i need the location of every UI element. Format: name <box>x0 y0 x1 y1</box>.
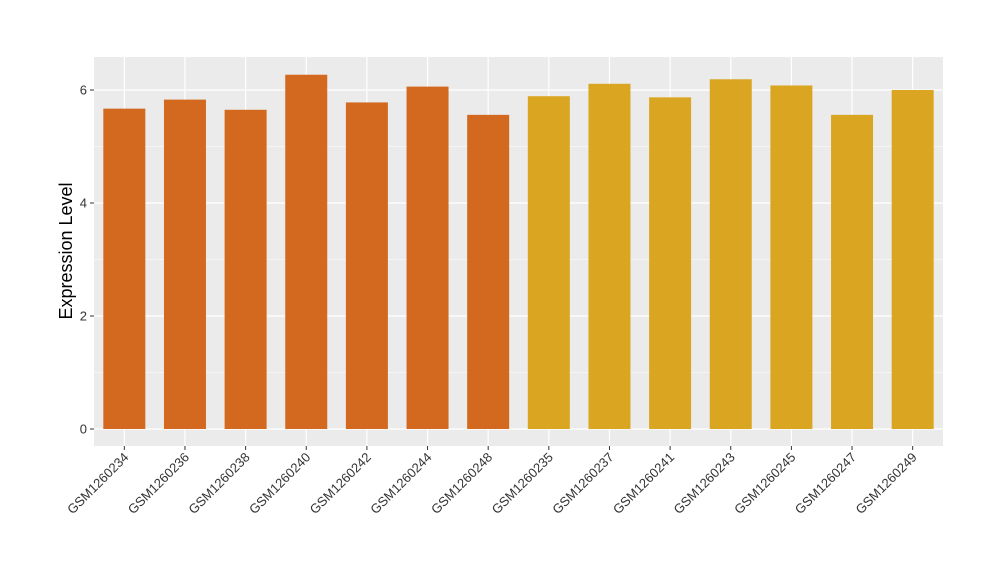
y-tick-label: 2 <box>80 309 87 324</box>
bar <box>163 99 206 429</box>
x-tick-label: GSM1260238 <box>185 450 252 517</box>
plot-panel <box>94 57 943 446</box>
y-tick-label: 0 <box>80 422 87 437</box>
y-tick-label: 6 <box>80 83 87 98</box>
bar <box>831 114 874 430</box>
bar <box>406 86 449 430</box>
x-tick-label: GSM1260241 <box>610 450 677 517</box>
bar <box>527 96 570 429</box>
bar <box>467 114 510 430</box>
x-tick-label: GSM1260247 <box>792 450 859 517</box>
x-tick-label: GSM1260242 <box>307 450 374 517</box>
bar <box>588 83 631 429</box>
x-tick-label: GSM1260249 <box>852 450 919 517</box>
bar <box>649 97 692 429</box>
x-tick-label: GSM1260236 <box>125 450 192 517</box>
x-tick-label: GSM1260235 <box>489 450 556 517</box>
x-tick-label: GSM1260237 <box>549 450 616 517</box>
y-axis-title: Expression Level <box>56 182 76 319</box>
bar <box>770 85 813 429</box>
x-tick-label: GSM1260248 <box>428 450 495 517</box>
bar <box>103 108 146 430</box>
x-tick-label: GSM1260240 <box>246 450 313 517</box>
x-tick-label: GSM1260234 <box>64 450 131 517</box>
x-axis: GSM1260234GSM1260236GSM1260238GSM1260240… <box>64 446 920 517</box>
bar <box>891 90 934 429</box>
y-tick-label: 4 <box>80 196 87 211</box>
x-tick-label: GSM1260244 <box>367 450 434 517</box>
x-tick-label: GSM1260245 <box>731 450 798 517</box>
y-axis: 0 2 4 6 <box>80 83 94 437</box>
bar <box>224 109 267 430</box>
bar <box>709 79 752 429</box>
bars <box>103 74 934 430</box>
bar <box>345 102 388 430</box>
x-tick-label: GSM1260243 <box>671 450 738 517</box>
bar <box>285 74 328 430</box>
